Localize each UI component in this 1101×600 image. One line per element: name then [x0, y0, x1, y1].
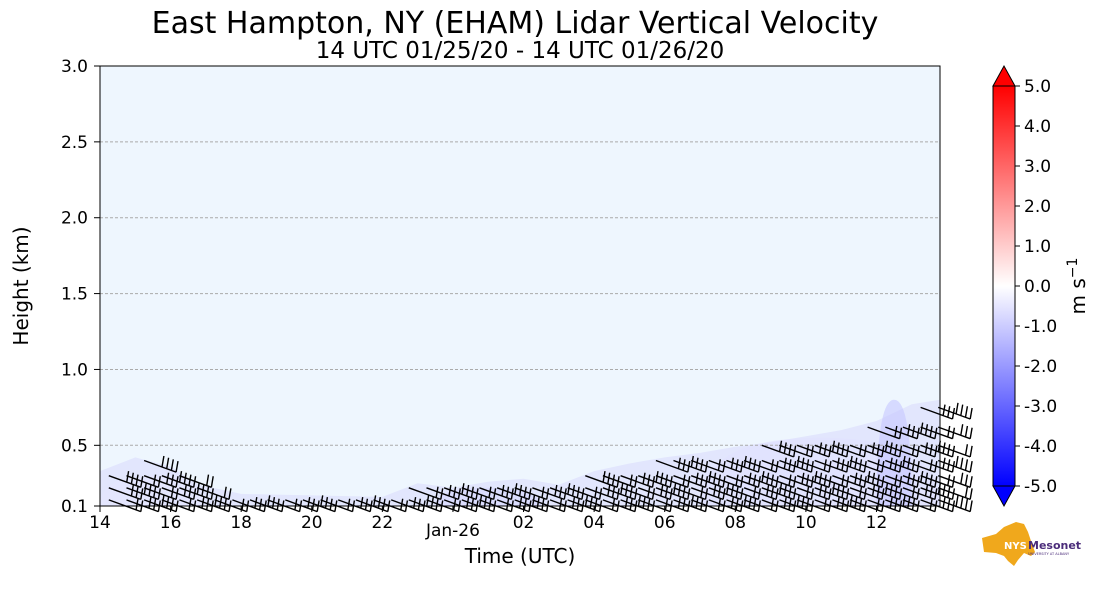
x-tick-label: 02 — [513, 513, 535, 533]
x-tick-label: 18 — [230, 513, 252, 533]
wind-barb — [937, 486, 973, 501]
colorbar-ticks: 5.0 4.0 3.0 2.0 1.0 0.0 -1.0 -2.0 -3.0 -4.0 -5.0 — [1015, 77, 1057, 497]
wind-barb — [937, 472, 973, 488]
downdraft-patch — [876, 399, 912, 506]
y-axis-label: Height (km) — [9, 226, 33, 345]
y-tick-label: 2.0 — [61, 209, 88, 229]
gridlines — [100, 141, 940, 446]
nys-mesonet-logo: NYS Mesonet UNIVERSITY AT ALBANY — [982, 522, 1081, 566]
y-tick-label: 0.5 — [61, 436, 88, 456]
wind-barb — [179, 474, 214, 488]
colorbar-tick-label: 4.0 — [1024, 117, 1051, 137]
colorbar-tick-label: 1.0 — [1024, 237, 1051, 257]
y-tick-label: 2.5 — [61, 133, 88, 153]
logo-tagline: UNIVERSITY AT ALBANY — [1028, 552, 1070, 556]
wind-barb — [937, 455, 973, 473]
x-tick-label: 04 — [583, 513, 605, 533]
x-tick-label: Jan-26 — [425, 521, 480, 541]
colorbar-label: m s−1 — [1065, 258, 1090, 315]
chart-subtitle: 14 UTC 01/25/20 - 14 UTC 01/26/20 — [316, 38, 725, 64]
plot-area — [99, 65, 973, 513]
logo-name: Mesonet — [1028, 539, 1081, 552]
x-tick-label: 06 — [654, 513, 676, 533]
wind-barb — [196, 486, 232, 501]
colorbar-tick-label: 0.0 — [1024, 277, 1051, 297]
colorbar-tick-label: -5.0 — [1024, 477, 1057, 497]
colorbar-extend-max — [992, 64, 1016, 87]
colorbar-extend-min — [992, 485, 1016, 508]
colorbar-tick-label: 3.0 — [1024, 157, 1051, 177]
x-tick-label: 20 — [301, 513, 323, 533]
y-tick-label: 0.1 — [61, 497, 88, 517]
colorbar-tick-label: -1.0 — [1024, 317, 1057, 337]
x-tick-label: 22 — [372, 513, 394, 533]
colorbar: 5.0 4.0 3.0 2.0 1.0 0.0 -1.0 -2.0 -3.0 -4.0 -5.0 m… — [992, 64, 1090, 508]
y-tick-label: 1.0 — [61, 360, 88, 380]
colorbar-tick-label: -2.0 — [1024, 357, 1057, 377]
logo-prefix: NYS — [1004, 541, 1027, 552]
wind-barb — [937, 402, 973, 420]
colorbar-tick-label: 2.0 — [1024, 197, 1051, 217]
x-axis: 14 16 18 20 22 Jan-26 02 04 06 08 10 12 — [89, 506, 887, 541]
new-york-state-icon — [982, 522, 1035, 566]
y-tick-label: 1.5 — [61, 285, 88, 305]
colorbar-tick-label: -4.0 — [1024, 437, 1057, 457]
wind-barb — [143, 455, 179, 473]
x-tick-label: 16 — [160, 513, 182, 533]
wind-barb — [937, 495, 973, 513]
x-tick-label: 08 — [724, 513, 746, 533]
wind-barb — [937, 424, 973, 440]
plot-frame — [99, 65, 941, 507]
x-axis-label: Time (UTC) — [464, 544, 576, 568]
colorbar-tick-label: 5.0 — [1024, 77, 1051, 97]
colorbar-tick-label: -3.0 — [1024, 397, 1057, 417]
x-tick-label: 10 — [795, 513, 817, 533]
y-axis: 0.1 0.5 1.0 1.5 2.0 2.5 3.0 — [61, 57, 100, 517]
x-tick-label: 14 — [89, 513, 111, 533]
y-tick-label: 3.0 — [61, 57, 88, 77]
chart-title: East Hampton, NY (EHAM) Lidar Vertical V… — [152, 6, 879, 41]
colorbar-scale — [992, 85, 1016, 487]
wind-barb — [937, 444, 973, 458]
x-tick-label: 12 — [866, 513, 888, 533]
plot-background — [100, 66, 940, 506]
